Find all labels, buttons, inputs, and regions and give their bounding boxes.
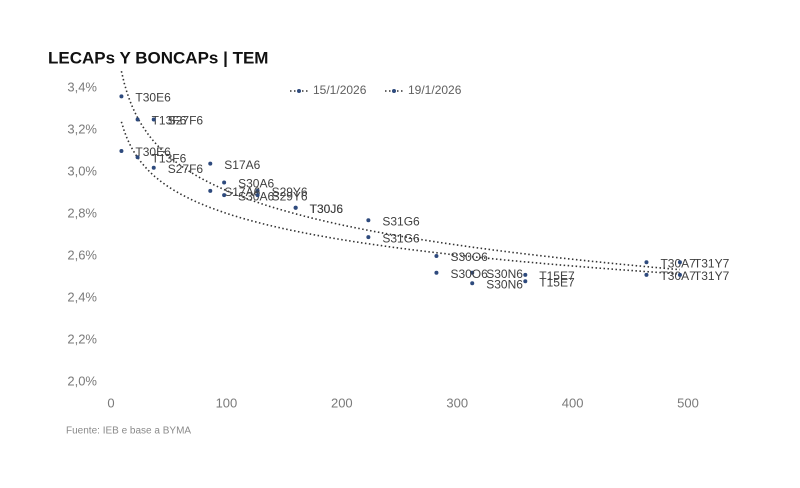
point <box>366 235 371 240</box>
y-tick-label: 2,8% <box>67 205 97 220</box>
point-label: S17A6 <box>224 158 260 172</box>
point <box>135 117 140 122</box>
point-label: S29Y6 <box>272 189 308 203</box>
y-tick-label: 2,2% <box>67 331 97 346</box>
point <box>208 161 213 166</box>
x-tick-label: 400 <box>562 395 584 410</box>
point-label: S30N6 <box>486 277 523 291</box>
point <box>366 218 371 223</box>
point <box>255 193 260 198</box>
point <box>151 117 156 122</box>
point <box>677 272 682 277</box>
x-tick-label: 100 <box>216 395 238 410</box>
point-label: T30J6 <box>310 202 344 216</box>
point <box>293 205 298 210</box>
point-label: S31G6 <box>382 214 420 228</box>
point-label: T30E6 <box>135 91 171 105</box>
point <box>434 254 439 258</box>
point-label: S29Y6 <box>272 185 308 199</box>
point <box>119 94 124 99</box>
point-label: T13F6 <box>152 114 187 128</box>
point-label: S27F6 <box>168 114 204 128</box>
legend-dot <box>392 89 396 93</box>
x-tick-label: 500 <box>677 395 699 410</box>
point-label: S30O6 <box>450 267 488 281</box>
point-label: S31G6 <box>382 231 420 245</box>
point <box>208 188 213 193</box>
point <box>434 270 439 275</box>
x-tick-label: 200 <box>331 395 353 410</box>
point <box>119 149 124 153</box>
point-label: T30A7 <box>660 269 696 283</box>
point-label: T15E7 <box>539 269 575 283</box>
legend-dot <box>297 89 301 93</box>
point <box>470 281 475 286</box>
point-label: T13F6 <box>152 151 187 165</box>
point <box>677 260 682 265</box>
chart-title: LECAPs Y BONCAPs | TEM <box>48 48 268 67</box>
x-tick-label: 300 <box>446 395 468 410</box>
point-label: T31Y7 <box>694 269 730 283</box>
point-label: T31Y7 <box>694 256 730 270</box>
x-tick-label: 0 <box>107 395 114 410</box>
point <box>523 279 528 284</box>
source-note: Fuente: IEB e base a BYMA <box>66 426 191 437</box>
point <box>222 193 227 198</box>
point-label: T30J6 <box>310 202 344 216</box>
trendline <box>120 121 680 275</box>
point <box>222 180 227 185</box>
y-tick-label: 2,6% <box>67 247 97 262</box>
y-tick-label: 3,0% <box>67 163 97 178</box>
point-label: S17A6 <box>224 185 260 199</box>
legend-label: 15/1/2026 <box>313 83 367 97</box>
point <box>151 165 156 170</box>
point <box>523 272 528 277</box>
point <box>644 260 649 265</box>
point-label: T30A7 <box>660 256 696 270</box>
legend-label: 19/1/2026 <box>408 83 462 97</box>
y-tick-label: 3,2% <box>67 121 97 136</box>
point <box>644 272 649 277</box>
y-tick-label: 2,0% <box>67 373 97 388</box>
y-tick-label: 2,4% <box>67 289 97 304</box>
point-label: T15E7 <box>539 275 575 289</box>
point-label: S30A6 <box>238 177 274 191</box>
point-label: T30E6 <box>135 145 171 159</box>
y-tick-label: 3,4% <box>67 79 97 94</box>
point <box>135 155 140 160</box>
point-label: S30N6 <box>486 267 523 281</box>
point-label: S27F6 <box>168 162 204 176</box>
point <box>255 188 260 193</box>
point <box>470 270 475 275</box>
